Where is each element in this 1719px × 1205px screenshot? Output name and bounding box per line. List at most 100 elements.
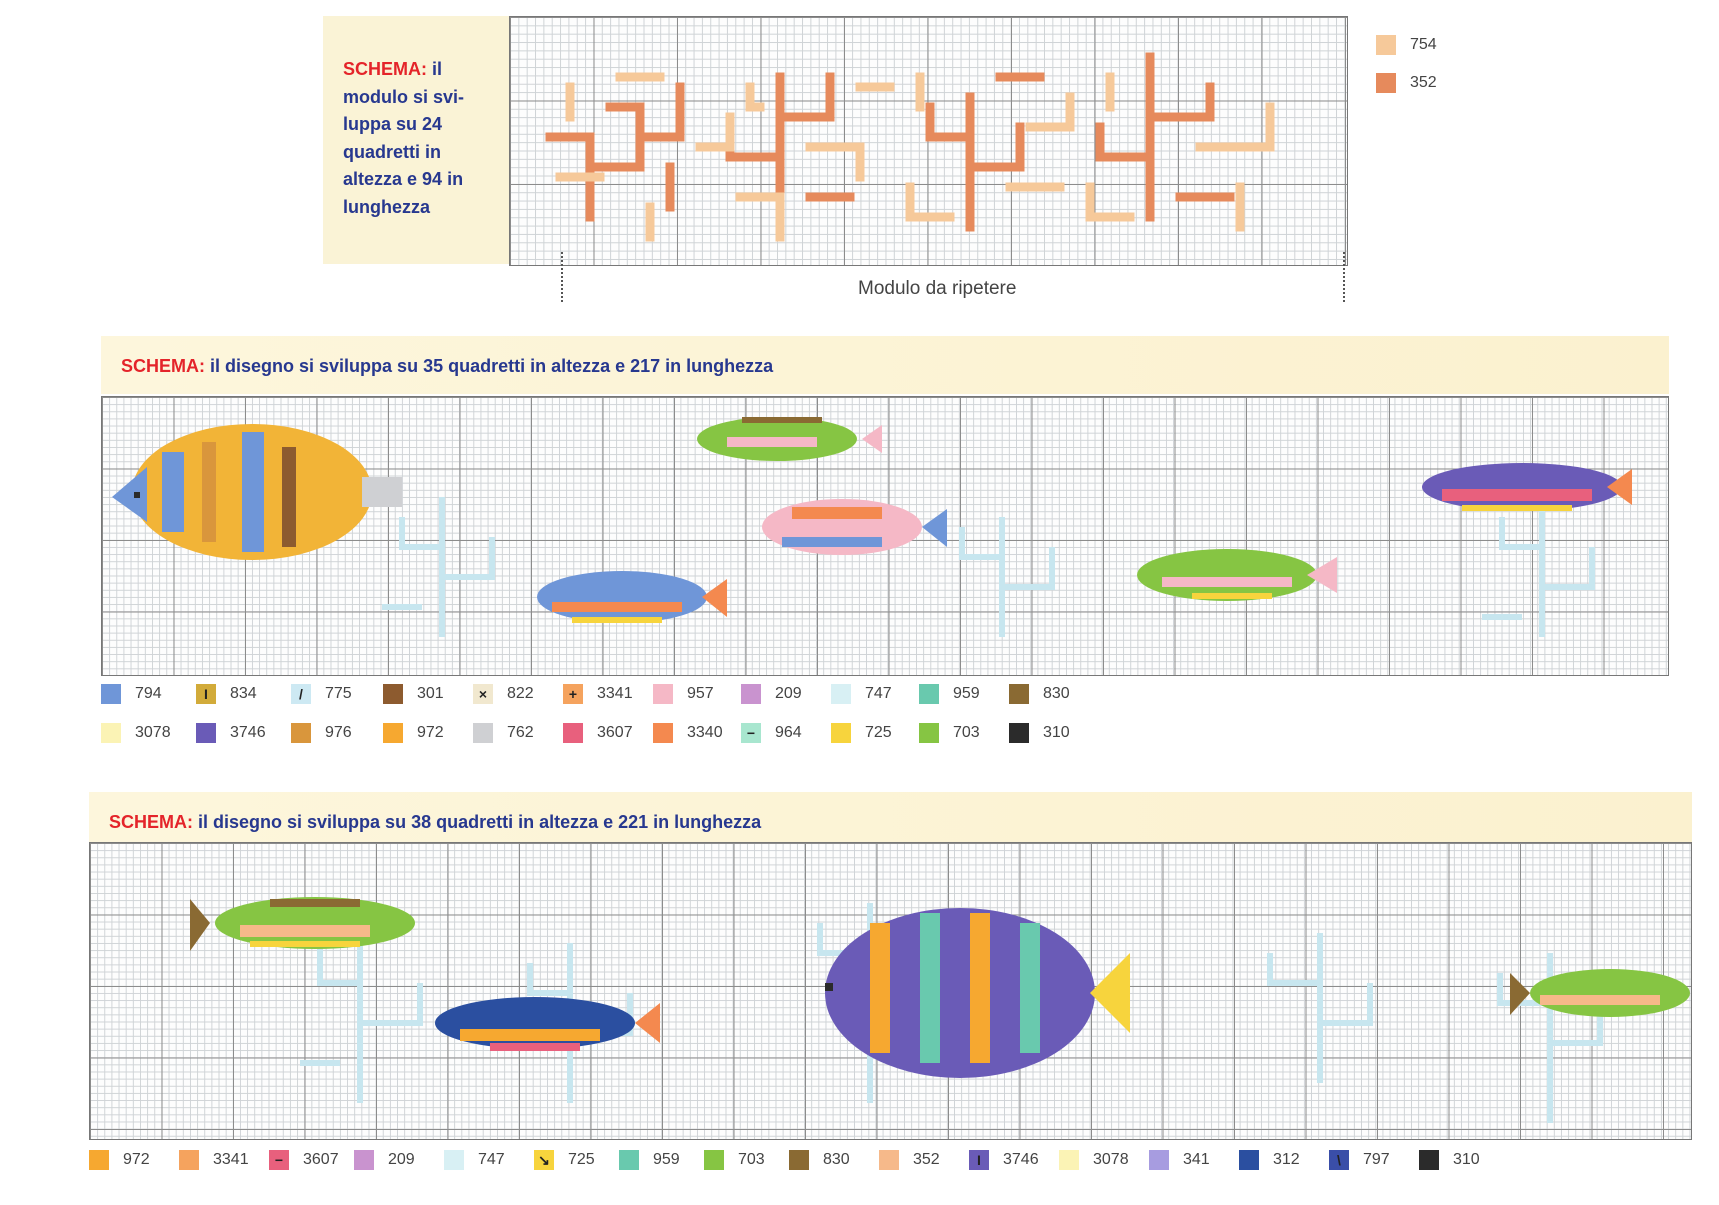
legend-item: 341 [1149, 1150, 1210, 1170]
legend-code: 310 [1453, 1151, 1480, 1168]
legend-code: 3340 [687, 724, 723, 741]
middle-panel-title: SCHEMA: il disegno si sviluppa su 35 qua… [121, 356, 773, 377]
color-swatch [383, 723, 403, 743]
title-prefix: SCHEMA: [109, 812, 193, 832]
fish-chart-grid-1 [101, 396, 1669, 676]
color-swatch [704, 1150, 724, 1170]
legend-code: 762 [507, 724, 534, 741]
title-text: il disegno si sviluppa su 38 quadretti i… [198, 812, 762, 832]
legend-code: 725 [865, 724, 892, 741]
legend-code: 964 [775, 724, 802, 741]
color-swatch [473, 723, 493, 743]
color-swatch [919, 723, 939, 743]
color-swatch [653, 723, 673, 743]
top-note-text: SCHEMA: il modulo si svi- luppa su 24 qu… [343, 56, 503, 221]
color-swatch [101, 723, 121, 743]
module-end-marker [1343, 252, 1345, 302]
module-caption: Modulo da ripetere [858, 278, 1017, 299]
legend-item: 830 [789, 1150, 850, 1170]
legend-item: 747 [444, 1150, 505, 1170]
color-swatch: ↘ [534, 1150, 554, 1170]
legend-code: 747 [478, 1151, 505, 1168]
legend-item: 972 [383, 723, 444, 743]
legend-item: +3341 [563, 684, 633, 704]
legend-code: 209 [775, 685, 802, 702]
legend-code: 3607 [597, 724, 633, 741]
color-swatch [1376, 35, 1396, 55]
legend-item: / 775 [291, 684, 352, 704]
legend-code: 703 [738, 1151, 765, 1168]
legend-code: 957 [687, 685, 714, 702]
color-swatch: I [969, 1150, 989, 1170]
legend-item: ↘ 725 [534, 1150, 595, 1170]
legend-code: 352 [913, 1151, 940, 1168]
legend-code: 3746 [1003, 1151, 1039, 1168]
legend-item: 301 [383, 684, 444, 704]
legend-code: 834 [230, 685, 257, 702]
note-line: lunghezza [343, 196, 431, 217]
color-swatch [291, 723, 311, 743]
legend-code: 341 [1183, 1151, 1210, 1168]
legend-item: 3078 [101, 723, 171, 743]
color-swatch: × [473, 684, 493, 704]
legend-code: 209 [388, 1151, 415, 1168]
legend-item: 310 [1419, 1150, 1480, 1170]
legend-item: −964 [741, 723, 802, 743]
legend-code: 797 [1363, 1151, 1390, 1168]
legend-item: 3607 [563, 723, 633, 743]
color-swatch: / [291, 684, 311, 704]
fish-motifs-1 [112, 417, 1632, 637]
legend-code: 754 [1410, 36, 1437, 53]
color-swatch [1059, 1150, 1079, 1170]
color-swatch [1376, 73, 1396, 93]
legend-item: 209 [741, 684, 802, 704]
note-line: altezza e 94 in [343, 169, 464, 189]
legend-item: 352 [1376, 73, 1437, 93]
legend-item: 959 [619, 1150, 680, 1170]
color-swatch: − [269, 1150, 289, 1170]
legend-code: 830 [823, 1151, 850, 1168]
legend-item: 3746 [196, 723, 266, 743]
color-swatch [383, 684, 403, 704]
note-line: luppa su 24 [343, 114, 443, 134]
legend-item: 703 [919, 723, 980, 743]
legend-code: 3341 [597, 685, 633, 702]
fish-group [190, 897, 1690, 1078]
color-swatch [741, 684, 761, 704]
color-swatch [354, 1150, 374, 1170]
small-fish [537, 417, 1632, 623]
legend-code: 725 [568, 1151, 595, 1168]
butterflyfish [112, 424, 402, 560]
legend-item: 959 [919, 684, 980, 704]
legend-item: 209 [354, 1150, 415, 1170]
legend-item: 3341 [179, 1150, 249, 1170]
legend-item: 703 [704, 1150, 765, 1170]
legend-code: 312 [1273, 1151, 1300, 1168]
legend-code: 747 [865, 685, 892, 702]
legend-code: 830 [1043, 685, 1070, 702]
legend-item: I 3746 [969, 1150, 1039, 1170]
legend-item: I 834 [196, 684, 257, 704]
color-swatch [1419, 1150, 1439, 1170]
color-swatch [101, 684, 121, 704]
legend-code: 972 [417, 724, 444, 741]
color-swatch [1149, 1150, 1169, 1170]
legend-item: 794 [101, 684, 162, 704]
legend-item: 762 [473, 723, 534, 743]
legend-code: 959 [953, 685, 980, 702]
legend-code: 703 [953, 724, 980, 741]
legend-item: 310 [1009, 723, 1070, 743]
color-swatch [563, 723, 583, 743]
color-swatch [179, 1150, 199, 1170]
legend-code: 3341 [213, 1151, 249, 1168]
color-swatch [89, 1150, 109, 1170]
note-line: quadretti in [343, 141, 441, 162]
legend-code: 3078 [135, 724, 171, 741]
legend-code: 794 [135, 685, 162, 702]
legend-code: 352 [1410, 74, 1437, 91]
color-swatch [1009, 684, 1029, 704]
coral-pattern [545, 52, 1275, 242]
note-line: il [432, 59, 443, 79]
legend-code: 972 [123, 1151, 150, 1168]
module-start-marker [561, 252, 563, 302]
